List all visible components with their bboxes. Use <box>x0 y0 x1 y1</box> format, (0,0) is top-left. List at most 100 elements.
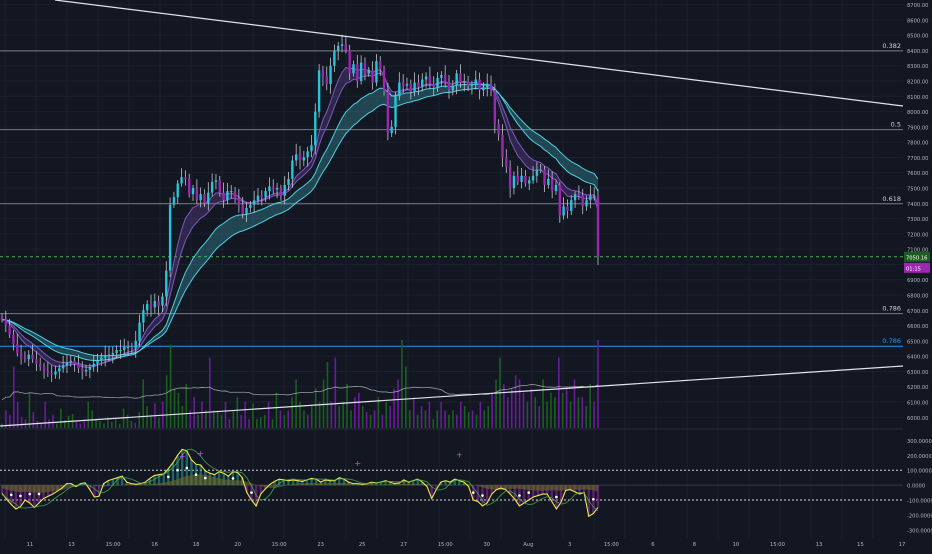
candle-down <box>508 166 512 189</box>
volume-bar <box>197 414 199 428</box>
candle-down <box>325 76 328 85</box>
volume-bar <box>318 401 321 428</box>
volume-bar <box>408 410 411 428</box>
osc-histogram-bar <box>338 477 341 486</box>
osc-histogram-bar <box>596 485 600 508</box>
volume-bar <box>448 414 450 428</box>
time-tick-label: Aug <box>523 542 533 548</box>
volume-bar <box>279 410 282 428</box>
osc-histogram-bar <box>97 485 101 497</box>
osc-dot <box>250 491 253 494</box>
volume-bar <box>181 406 184 428</box>
candle-down <box>386 91 390 133</box>
time-tick-label: 13 <box>816 542 823 548</box>
volume-bar <box>373 410 376 428</box>
volume-bar <box>287 410 290 428</box>
candle-up <box>172 197 176 205</box>
osc-tick-label: -100.0000 <box>907 499 932 505</box>
volume-bar <box>36 420 39 428</box>
volume-bar <box>369 414 372 428</box>
descending-trendline[interactable] <box>54 0 904 107</box>
price-axis[interactable]: 8700.00 8600.00 8500.00 8400.00 8300.00 8200.… <box>903 0 932 550</box>
candle-up <box>436 77 439 88</box>
osc-histogram-bar <box>513 485 517 500</box>
candle-up <box>54 371 57 375</box>
time-tick-label: 30 <box>483 542 490 548</box>
volume-bar <box>522 392 525 428</box>
volume-bar <box>561 392 564 428</box>
candle-down <box>489 84 493 91</box>
candle-down <box>0 316 4 320</box>
fib-level-label: 0.382 <box>882 42 901 50</box>
osc-tick-label: 200.0000 <box>907 454 932 460</box>
volume-bar <box>514 375 517 428</box>
price-tick-label: 6600.00 <box>907 324 928 330</box>
volume-bar <box>303 410 305 428</box>
candle-down <box>195 188 199 201</box>
time-tick-label: 27 <box>400 542 407 548</box>
volume-bar <box>79 423 82 428</box>
candle-up <box>562 206 565 216</box>
price-tick-label: 6200.00 <box>907 385 928 391</box>
candle-down <box>19 353 23 358</box>
time-tick-label: 15 <box>857 542 864 548</box>
candle-up <box>103 356 107 358</box>
candle-down <box>46 371 50 373</box>
osc-histogram-bar <box>462 482 466 486</box>
volume-bar <box>16 401 19 428</box>
candle-down <box>432 84 435 88</box>
osc-histogram-bar <box>222 473 225 486</box>
osc-histogram-bar <box>245 485 249 493</box>
volume-bar <box>209 357 211 428</box>
candle-up <box>256 195 260 201</box>
candle-down <box>149 304 153 308</box>
ascending-trendline[interactable] <box>0 365 904 427</box>
candle-down <box>4 319 8 326</box>
volume-bar <box>107 417 109 428</box>
trendlines[interactable] <box>0 0 904 427</box>
volume-bar <box>48 419 50 428</box>
candle-down <box>184 177 187 179</box>
candle-up <box>329 65 332 85</box>
volume-bar <box>585 406 588 428</box>
osc-histogram-bar <box>490 485 493 495</box>
osc-histogram-bar <box>287 480 290 486</box>
volume-bar <box>91 410 93 428</box>
candle-down <box>581 195 584 207</box>
osc-tick-label: 0.0000 <box>907 484 925 490</box>
osc-histogram-bar <box>296 480 299 486</box>
time-axis[interactable]: 11 13 15:00 16 18 20 15:00 23 25 27 15:00 30 Aug 3 15:… <box>0 538 932 550</box>
candle-down <box>505 157 508 167</box>
volume-bar <box>507 397 509 428</box>
candle-down <box>447 82 451 91</box>
volume-bar <box>456 414 458 428</box>
candle-up <box>207 192 210 204</box>
candle-up <box>142 310 145 323</box>
time-tick-label: 3 <box>568 542 571 548</box>
osc-histogram-bar <box>93 485 96 498</box>
candlestick-series <box>0 34 600 382</box>
candle-up <box>375 61 378 83</box>
volume-bar <box>358 392 360 428</box>
volume-bar <box>495 379 497 428</box>
volume-bar <box>420 406 423 428</box>
price-tick-label: 7300.00 <box>907 217 928 223</box>
current-price-box[interactable] <box>904 251 930 262</box>
volume-bar <box>354 397 356 428</box>
osc-histogram-bar <box>305 479 309 486</box>
osc-dot <box>28 492 32 496</box>
candle-up <box>294 154 298 161</box>
candle-up <box>352 64 355 74</box>
candle-down <box>233 191 237 199</box>
candle-down <box>443 74 447 83</box>
volume-bar <box>169 344 172 428</box>
candle-down <box>77 363 80 369</box>
volume-bar <box>40 422 43 428</box>
fib-level-label: 0.786 <box>882 305 901 313</box>
volume-bar <box>201 401 203 428</box>
candle-up <box>474 79 477 85</box>
candle-up <box>230 191 233 193</box>
volume-bar <box>397 379 399 428</box>
